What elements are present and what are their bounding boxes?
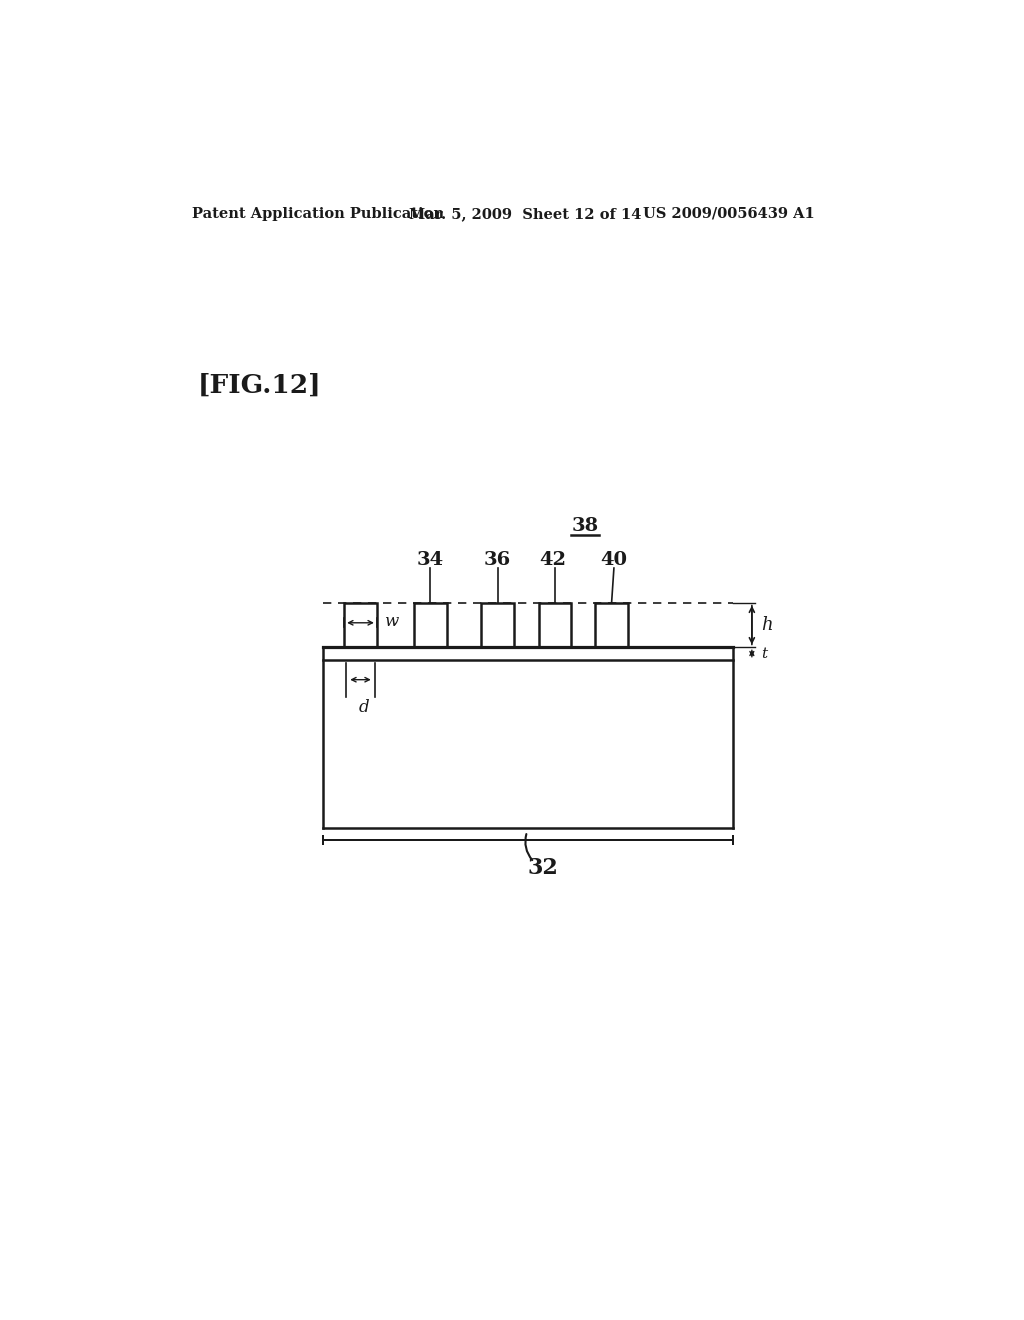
Text: 40: 40 xyxy=(600,552,628,569)
Bar xyxy=(414,603,446,647)
Text: [FIG.12]: [FIG.12] xyxy=(198,374,322,399)
Text: Mar. 5, 2009  Sheet 12 of 14: Mar. 5, 2009 Sheet 12 of 14 xyxy=(409,207,641,220)
Text: w: w xyxy=(385,612,398,630)
Bar xyxy=(344,603,377,647)
Text: 36: 36 xyxy=(484,552,511,569)
Text: 42: 42 xyxy=(540,552,566,569)
Text: 32: 32 xyxy=(527,858,558,879)
Text: 34: 34 xyxy=(417,552,443,569)
Text: US 2009/0056439 A1: US 2009/0056439 A1 xyxy=(643,207,815,220)
Bar xyxy=(539,603,571,647)
Text: h: h xyxy=(761,616,773,634)
Bar xyxy=(595,603,628,647)
Text: t: t xyxy=(761,647,767,660)
Text: d: d xyxy=(358,698,369,715)
Text: Patent Application Publication: Patent Application Publication xyxy=(191,207,443,220)
Bar xyxy=(481,603,514,647)
Text: 38: 38 xyxy=(571,516,598,535)
